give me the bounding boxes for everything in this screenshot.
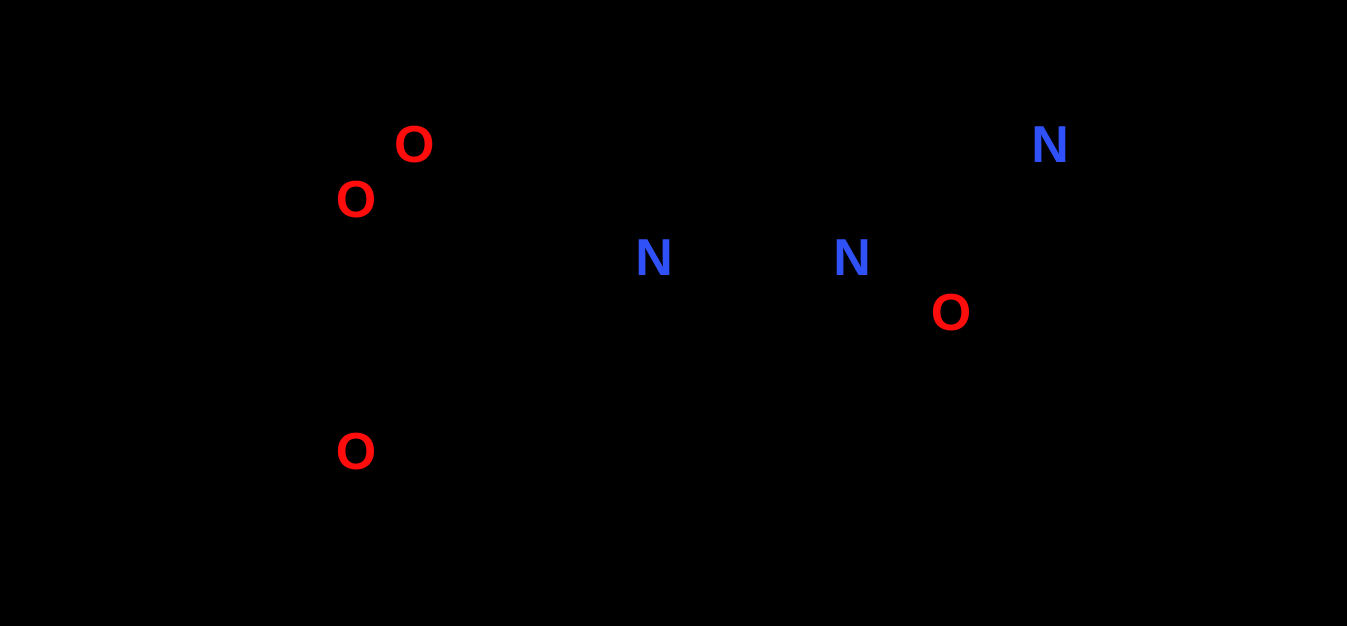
bond-line [1248,313,1345,370]
atom-label-H: H [1036,60,1065,104]
bond-line [555,200,629,244]
bond-line [158,200,258,258]
bond-line [60,200,158,258]
atom-label-OH: OH [394,116,472,174]
bond-line [79,217,150,259]
bond-line [258,215,331,258]
atom-label-O: O [336,171,376,229]
bond-line [1257,161,1327,201]
bond-line [1149,313,1248,370]
atom-label-N: N [635,229,673,287]
atom-label-N: N [833,229,871,287]
atom-label-O: O [931,284,971,342]
bond-line [951,159,1025,200]
atom-label-N: N [1031,116,1069,174]
molecule-diagram: OOOHNNONH [0,0,1347,626]
bond-line [753,200,827,244]
bond-line [381,215,455,259]
bond-line [258,398,331,438]
bond-line [1149,145,1248,200]
bond-line [1267,330,1337,371]
bond-line [60,398,158,452]
bond-line [455,200,555,258]
bond-line [1075,159,1149,200]
atom-label-O: O [336,423,376,481]
bond-line [679,200,753,244]
bond-line [654,370,753,428]
bond-line [753,370,852,428]
bond-line [158,398,258,452]
bond-line [1248,145,1345,200]
